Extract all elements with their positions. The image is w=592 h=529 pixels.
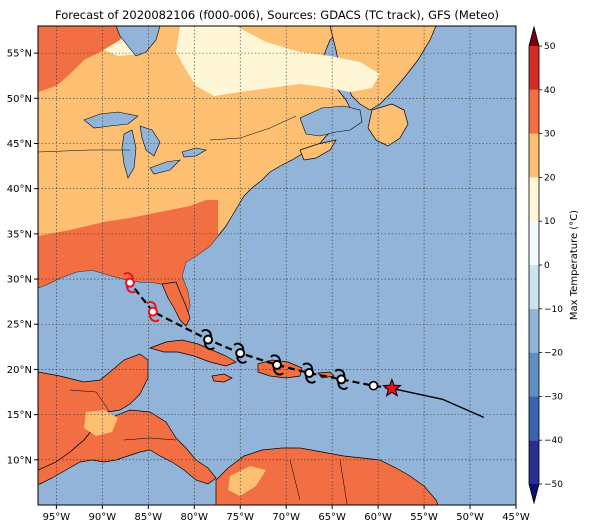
lat-tick-label: 20°N: [7, 365, 32, 376]
storm-symbol: [270, 354, 284, 376]
colorbar-tick-label: 10: [544, 217, 556, 227]
colorbar: 50 40 30 20 10 0 −10 −20 −30 −40 −50 Max Temperatur…: [528, 25, 580, 505]
lat-tick-label: 10°N: [7, 455, 32, 466]
warm-region-nw: [38, 26, 130, 92]
plot-frame: [37, 25, 517, 506]
colorbar-tick-label: 50: [544, 42, 556, 52]
lat-tick-label: 30°N: [7, 275, 32, 286]
storm-symbol-red: [123, 272, 137, 294]
storm-symbol: [233, 342, 248, 364]
cold-region: [176, 26, 380, 96]
forecast-track-line: [129, 281, 393, 390]
land-layer: [38, 26, 439, 505]
colorbar-band: [529, 133, 539, 178]
lat-tick-label: 40°N: [7, 184, 32, 195]
lake-erie: [149, 159, 181, 175]
lat-tick-label: 25°N: [7, 320, 32, 331]
longitude-labels: 95°W 90°W 85°W 80°W 75°W 70°W 65°W 60°W 55°W 50°W…: [43, 505, 530, 523]
colorbar-tick-label: −30: [544, 392, 563, 402]
storm-symbol-red: [146, 301, 160, 323]
colorbar-band: [529, 396, 539, 441]
colorbar-band: [529, 440, 539, 484]
lon-tick-label: 50°W: [456, 512, 484, 523]
colorbar-tick-label: 20: [544, 173, 556, 183]
lon-tick-label: 75°W: [226, 512, 254, 523]
central-america-cool: [84, 410, 118, 436]
lat-tick-label: 35°N: [7, 229, 32, 240]
lon-tick-label: 55°W: [410, 512, 438, 523]
forecast-point: [368, 380, 379, 391]
colorbar-tick-label: −50: [544, 480, 563, 490]
colorbar-band: [529, 265, 539, 309]
colorbar-extend-low: [529, 484, 539, 503]
lon-tick-label: 70°W: [272, 512, 300, 523]
lon-tick-label: 60°W: [364, 512, 392, 523]
current-position-star: [381, 377, 402, 397]
colorbar-tick-label: −40: [544, 436, 563, 446]
lon-tick-label: 80°W: [180, 512, 208, 523]
colorbar-band: [529, 89, 539, 134]
colorbar-band: [529, 177, 539, 222]
colorbar-tick-label: −10: [544, 305, 563, 315]
gulf-st-lawrence: [299, 105, 363, 137]
storm-symbol: [334, 368, 349, 390]
storm-symbol: [302, 362, 317, 384]
colorbar-tick-label: 40: [544, 86, 556, 96]
storm-symbol: [201, 329, 215, 351]
lake-huron: [139, 125, 161, 157]
lon-tick-label: 90°W: [89, 512, 117, 523]
central-america-land: [38, 409, 217, 485]
south-america-land: [215, 447, 439, 505]
lat-tick-label: 55°N: [7, 49, 32, 60]
colorbar-band: [529, 308, 539, 353]
borders: [38, 115, 348, 505]
lat-tick-label: 15°N: [7, 410, 32, 421]
colorbar-tick-label: 0: [544, 261, 550, 271]
lon-tick-label: 95°W: [43, 512, 71, 523]
lon-tick-label: 45°W: [502, 512, 530, 523]
lon-tick-label: 65°W: [318, 512, 346, 523]
lake-michigan: [121, 129, 137, 179]
colorbar-band: [529, 221, 539, 265]
colorbar-label: Max Temperature (°C): [569, 210, 580, 320]
florida-land: [161, 281, 191, 327]
jamaica-land: [211, 373, 233, 383]
lat-tick-label: 50°N: [7, 94, 32, 105]
south-america-cool: [228, 466, 266, 496]
lake-superior: [83, 111, 139, 129]
latitude-labels: 55°N 50°N 45°N 40°N 35°N 30°N 25°N 20°N 15°N 10°N: [7, 49, 38, 466]
nova-scotia-land: [299, 139, 337, 161]
colorbar-tick-label: 30: [544, 130, 556, 140]
colorbar-tick-label: −20: [544, 349, 563, 359]
james-bay: [115, 26, 161, 57]
lat-tick-label: 45°N: [7, 139, 32, 150]
map-title: Forecast of 2020082106 (f000-006), Sourc…: [55, 8, 499, 22]
cuba-land: [148, 339, 237, 367]
lon-tick-label: 85°W: [134, 512, 162, 523]
storm-track: [123, 272, 485, 418]
colorbar-band: [529, 46, 539, 90]
colorbar-band: [529, 352, 539, 397]
past-track-line: [391, 387, 485, 418]
colorbar-extend-high: [529, 27, 539, 46]
